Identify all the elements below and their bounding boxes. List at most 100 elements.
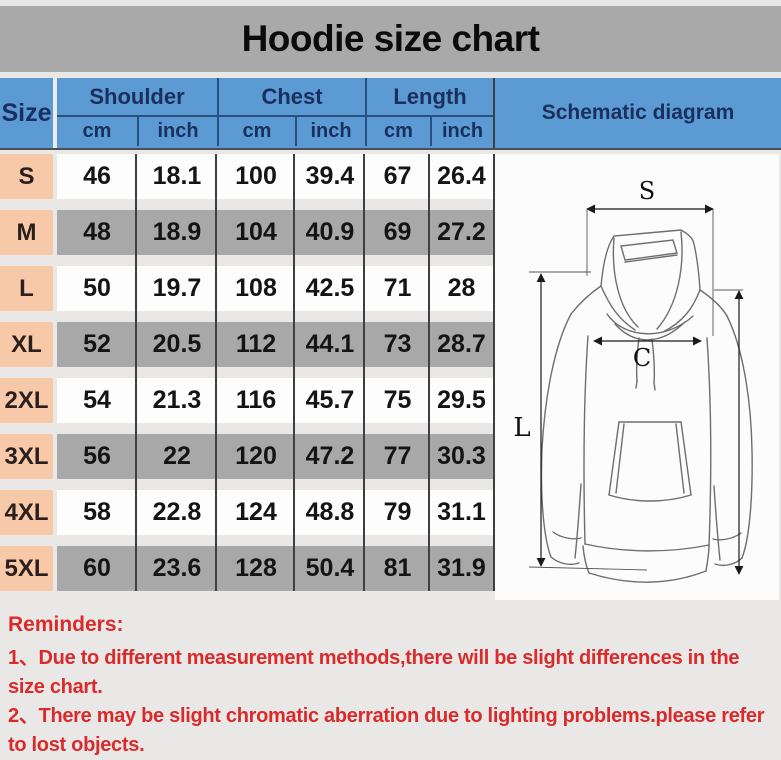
chest-cm-header: cm xyxy=(217,117,295,146)
length-cm-value: 75 xyxy=(383,386,412,414)
column-divider xyxy=(293,154,295,591)
reminder-item-1: 1、Due to different measurement methods,t… xyxy=(8,647,740,698)
chest-inch-value: 39.4 xyxy=(305,162,355,190)
size-label: M xyxy=(0,210,53,255)
size-label: 3XL xyxy=(0,434,53,479)
table-row: M 48 18.9 104 40.9 69 27.2 xyxy=(0,210,495,255)
table-row: L 50 19.7 108 42.5 71 28 xyxy=(0,266,495,311)
reminders-heading: Reminders: xyxy=(8,613,124,636)
table-row: XL 52 20.5 112 44.1 73 28.7 xyxy=(0,322,495,367)
length-header: Length xyxy=(365,78,493,115)
chest-inch-value: 40.9 xyxy=(305,218,355,246)
column-divider xyxy=(135,154,137,591)
length-inch-value: 28.7 xyxy=(437,330,486,358)
chest-cm-value: 104 xyxy=(235,218,277,246)
shoulder-inch-value: 21.3 xyxy=(152,386,202,414)
group-header-row: Shoulder Chest Length xyxy=(57,78,493,115)
row-values: 60 23.6 128 50.4 81 31.9 xyxy=(57,546,493,591)
size-table-body: S 46 18.1 100 39.4 67 26.4 M 48 18.9 104… xyxy=(0,154,495,591)
chest-inch-value: 48.8 xyxy=(305,498,355,526)
row-values: 48 18.9 104 40.9 69 27.2 xyxy=(57,210,493,255)
size-label: 2XL xyxy=(0,378,53,423)
chest-cm-value: 116 xyxy=(235,386,277,414)
size-column-header: Size xyxy=(0,78,53,148)
length-cm-value: 67 xyxy=(383,162,412,190)
length-inch-value: 30.3 xyxy=(437,442,486,470)
chest-cm-value: 124 xyxy=(235,498,277,526)
shoulder-inch-header: inch xyxy=(137,117,217,146)
column-divider xyxy=(363,154,365,591)
row-values: 56 22 120 47.2 77 30.3 xyxy=(57,434,493,479)
shoulder-cm-value: 52 xyxy=(83,330,111,358)
table-header: Size Shoulder Chest Length cm inch cm in… xyxy=(0,78,781,150)
table-row: 4XL 58 22.8 124 48.8 79 31.1 xyxy=(0,490,495,535)
content-area: S 46 18.1 100 39.4 67 26.4 M 48 18.9 104… xyxy=(0,154,781,600)
shoulder-cm-value: 48 xyxy=(83,218,111,246)
shoulder-cm-value: 54 xyxy=(83,386,111,414)
size-label: L xyxy=(0,266,53,311)
header-divider xyxy=(493,78,495,148)
length-cm-header: cm xyxy=(365,117,430,146)
length-inch-header: inch xyxy=(430,117,493,146)
shoulder-inch-value: 20.5 xyxy=(152,330,202,358)
size-label: 5XL xyxy=(0,546,53,591)
shoulder-inch-value: 18.9 xyxy=(152,218,202,246)
title-bar: Hoodie size chart xyxy=(0,6,781,72)
shoulder-cm-value: 50 xyxy=(83,274,111,302)
shoulder-header: Shoulder xyxy=(89,83,185,109)
shoulder-inch-value: 22.8 xyxy=(152,498,202,526)
chest-inch-value: 42.5 xyxy=(305,274,355,302)
hoodie-outline xyxy=(540,229,753,583)
schematic-diagram-header: Schematic diagram xyxy=(495,78,781,148)
shoulder-measure-label: S xyxy=(639,177,655,205)
column-divider xyxy=(215,154,217,591)
chest-cm-value: 108 xyxy=(235,274,277,302)
length-inch-value: 29.5 xyxy=(437,386,486,414)
reminder-item-2: 2、There may be slight chromatic aberrati… xyxy=(8,705,765,756)
size-label: XL xyxy=(0,322,53,367)
page-title: Hoodie size chart xyxy=(241,18,540,59)
chest-cm-value: 120 xyxy=(235,442,277,470)
column-divider xyxy=(493,154,495,591)
length-inch-value: 31.9 xyxy=(437,554,486,582)
shoulder-cm-value: 58 xyxy=(83,498,111,526)
length-cm-value: 81 xyxy=(383,554,412,582)
shoulder-cm-value: 60 xyxy=(83,554,111,582)
row-values: 58 22.8 124 48.8 79 31.1 xyxy=(57,490,493,535)
row-values: 52 20.5 112 44.1 73 28.7 xyxy=(57,322,493,367)
schematic-panel: S C L xyxy=(495,154,779,600)
reminders-section: Reminders: 1、Due to different measuremen… xyxy=(0,600,781,760)
chest-inch-header: inch xyxy=(295,117,365,146)
chest-measure-label: C xyxy=(633,344,651,372)
shoulder-inch-value: 18.1 xyxy=(152,162,202,190)
measurement-headers: Shoulder Chest Length cm inch cm inch cm… xyxy=(57,78,493,148)
length-measure-label: L xyxy=(513,413,530,443)
length-cm-value: 69 xyxy=(383,218,412,246)
length-inch-value: 27.2 xyxy=(437,218,486,246)
row-values: 46 18.1 100 39.4 67 26.4 xyxy=(57,154,493,199)
chest-cm-value: 100 xyxy=(235,162,277,190)
chest-inch-value: 44.1 xyxy=(305,330,355,358)
size-label: S xyxy=(0,154,53,199)
length-cm-value: 71 xyxy=(383,274,412,302)
dimension-lines xyxy=(528,204,744,575)
length-cm-value: 79 xyxy=(383,498,412,526)
table-row: 2XL 54 21.3 116 45.7 75 29.5 xyxy=(0,378,495,423)
size-label: 4XL xyxy=(0,490,53,535)
hoodie-schematic-drawing: S C L xyxy=(513,177,753,583)
shoulder-cm-value: 46 xyxy=(83,162,111,190)
column-divider xyxy=(428,154,430,591)
chest-inch-value: 45.7 xyxy=(305,386,355,414)
length-cm-value: 77 xyxy=(383,442,412,470)
chest-cm-value: 128 xyxy=(235,554,277,582)
shoulder-inch-value: 19.7 xyxy=(152,274,202,302)
chest-cm-value: 112 xyxy=(235,330,277,358)
length-inch-value: 28 xyxy=(447,274,476,302)
chest-inch-value: 47.2 xyxy=(305,442,355,470)
table-row: S 46 18.1 100 39.4 67 26.4 xyxy=(0,154,495,199)
header-gap xyxy=(53,78,57,148)
shoulder-inch-value: 22 xyxy=(163,442,191,470)
shoulder-cm-value: 56 xyxy=(83,442,111,470)
row-values: 50 19.7 108 42.5 71 28 xyxy=(57,266,493,311)
unit-header-row: cm inch cm inch cm inch xyxy=(57,115,493,146)
